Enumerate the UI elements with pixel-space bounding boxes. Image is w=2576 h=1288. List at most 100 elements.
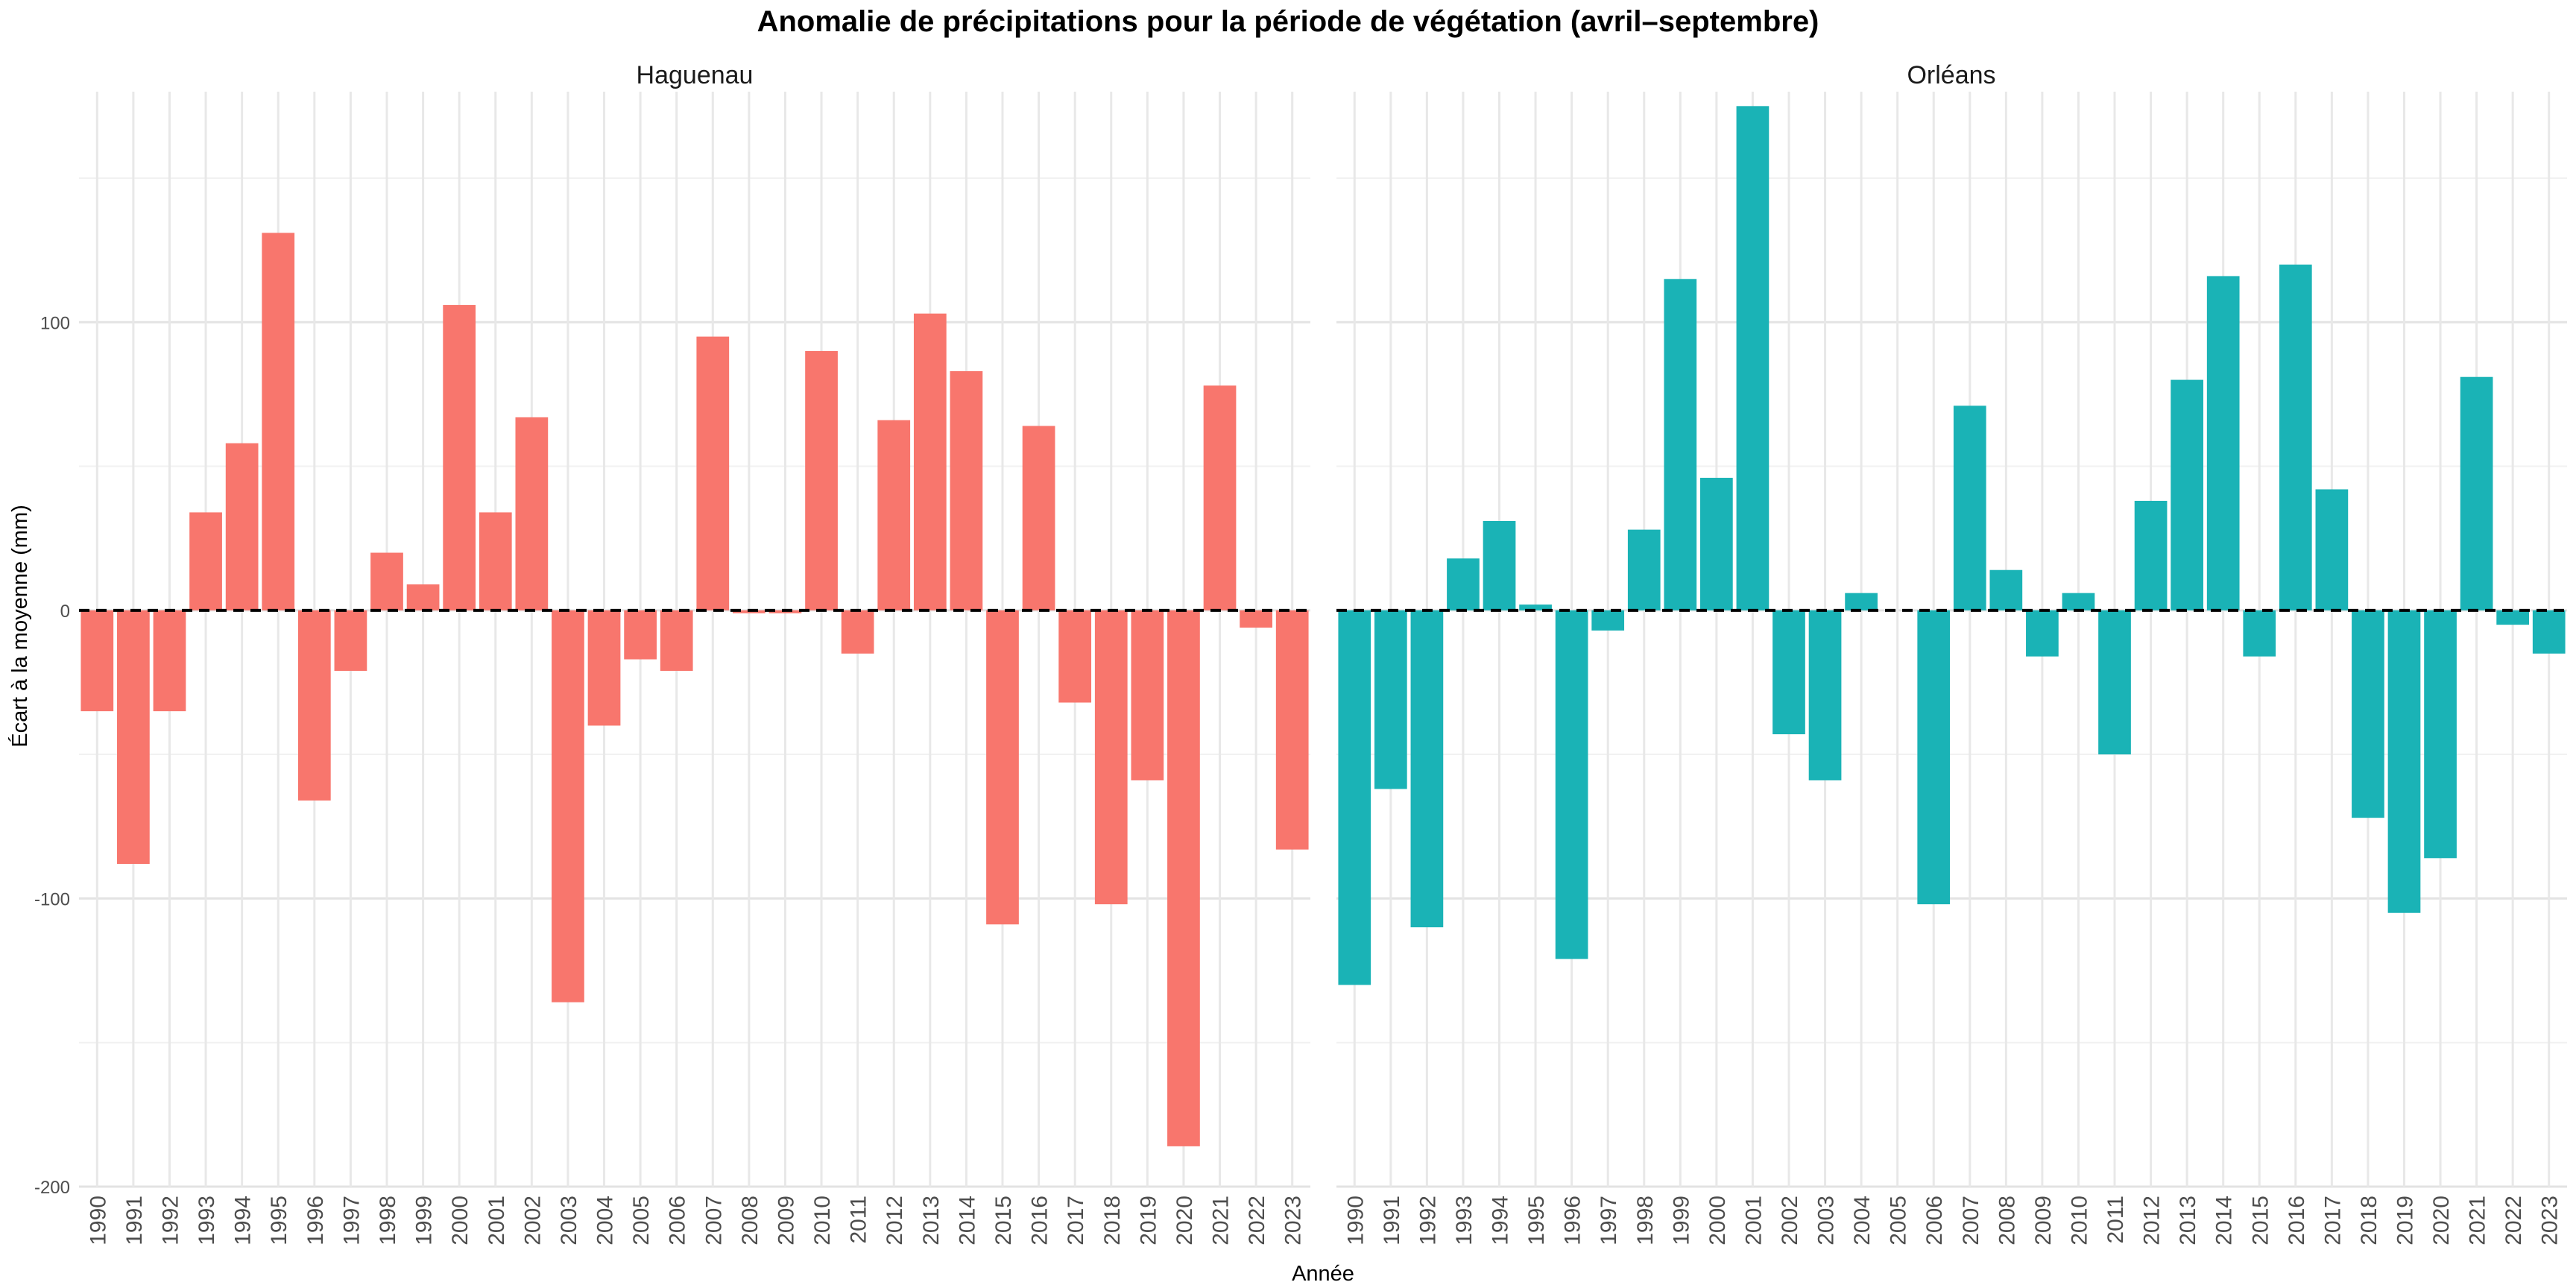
y-tick-label: 100	[40, 313, 70, 333]
x-tick-label: 2017	[1064, 1196, 1088, 1246]
x-tick-label: 2019	[1136, 1196, 1161, 1246]
x-tick-label: 1990	[86, 1196, 110, 1246]
panel-orleans: Orléans 1990 1991 1992 1993 1994 1995 1996 1997…	[1336, 61, 2567, 1246]
bar-orleans-2022	[2496, 610, 2530, 625]
x-tick-label: 2001	[484, 1196, 509, 1246]
bar-haguenau-2005	[624, 610, 657, 660]
panel-title-haguenau: Haguenau	[637, 61, 754, 89]
x-tick-label: 2006	[1922, 1196, 1947, 1246]
bar-haguenau-2018	[1094, 610, 1128, 905]
x-tick-label: 2000	[1705, 1196, 1730, 1246]
bars-haguenau	[80, 233, 1309, 1146]
bar-haguenau-2004	[587, 610, 621, 726]
x-tick-label: 2023	[2538, 1196, 2563, 1246]
x-tick-label: 2010	[2067, 1196, 2092, 1246]
bar-haguenau-2011	[841, 610, 874, 654]
x-tick-label: 1999	[1669, 1196, 1693, 1246]
bar-haguenau-1994	[225, 443, 259, 610]
chart-title: Anomalie de précipitations pour la pério…	[757, 5, 1819, 38]
x-tick-label: 1997	[1597, 1196, 1621, 1246]
bar-orleans-2002	[1772, 610, 1805, 735]
x-tick-label: 2004	[593, 1196, 618, 1246]
x-tick-label: 1997	[339, 1196, 364, 1246]
x-tick-label: 1993	[1452, 1196, 1477, 1246]
bar-haguenau-2022	[1240, 610, 1272, 628]
bar-orleans-2020	[2424, 610, 2457, 859]
bar-haguenau-1997	[334, 610, 367, 672]
x-tick-label: 2001	[1741, 1196, 1766, 1246]
x-tick-label: 2020	[1172, 1196, 1197, 1246]
x-tick-label: 2020	[2429, 1196, 2454, 1246]
bar-orleans-1994	[1483, 521, 1516, 610]
bar-orleans-2008	[1989, 569, 2023, 610]
x-tick-label: 2022	[2501, 1196, 2526, 1246]
x-tick-labels-haguenau: 1990 1991 1992 1993 1994 1995 1996 1997 1998 1999…	[86, 1196, 1305, 1246]
x-tick-label: 2002	[1778, 1196, 1802, 1246]
x-tick-label: 2012	[2140, 1196, 2165, 1246]
x-tick-label: 2016	[2285, 1196, 2309, 1246]
bar-orleans-2003	[1808, 610, 1842, 780]
x-tick-label: 1994	[1489, 1196, 1513, 1246]
x-tick-label: 2016	[1028, 1196, 1052, 1246]
bar-haguenau-2017	[1058, 610, 1092, 703]
x-tick-label: 1996	[1561, 1196, 1585, 1246]
x-tick-label: 2023	[1281, 1196, 1306, 1246]
bar-orleans-1991	[1374, 610, 1407, 789]
panel-title-orleans: Orléans	[1907, 61, 1995, 89]
bars-orleans	[1338, 106, 2566, 985]
x-tick-label: 2018	[2357, 1196, 2381, 1246]
x-tick-label: 2011	[2103, 1196, 2128, 1244]
bar-orleans-1990	[1338, 610, 1371, 985]
bar-haguenau-2020	[1167, 610, 1200, 1146]
bar-haguenau-1999	[406, 584, 440, 610]
bar-orleans-1998	[1627, 529, 1661, 610]
bar-orleans-2001	[1736, 106, 1770, 610]
bar-orleans-2004	[1845, 593, 1878, 610]
bar-haguenau-2010	[805, 350, 838, 610]
x-tick-label: 1998	[376, 1196, 400, 1246]
y-tick-label: -100	[34, 889, 70, 909]
y-axis-label: Écart à la moyenne (mm)	[7, 505, 32, 748]
x-tick-label: 2008	[738, 1196, 763, 1246]
x-tick-label: 2000	[448, 1196, 473, 1246]
bar-orleans-1995	[1519, 604, 1552, 610]
y-tick-labels: -200 -100 0 100	[34, 313, 70, 1198]
x-tick-label: 2022	[1245, 1196, 1269, 1246]
x-tick-label: 1991	[122, 1196, 147, 1246]
bar-orleans-2012	[2134, 500, 2168, 610]
x-tick-label: 2006	[666, 1196, 690, 1246]
bar-orleans-2019	[2387, 610, 2421, 913]
x-tick-label: 2008	[1995, 1196, 2019, 1246]
x-tick-label: 2014	[2212, 1196, 2237, 1246]
x-tick-label: 2018	[1100, 1196, 1125, 1246]
x-axis-label: Année	[1292, 1262, 1354, 1286]
bar-orleans-2000	[1700, 478, 1733, 610]
x-tick-label: 2010	[810, 1196, 835, 1246]
x-tick-label: 1990	[1343, 1196, 1368, 1246]
bar-haguenau-1993	[189, 512, 222, 610]
bar-haguenau-2012	[877, 420, 911, 610]
x-tick-label: 2005	[1887, 1196, 1911, 1246]
bar-orleans-2017	[2315, 489, 2349, 610]
x-tick-label: 2004	[1850, 1196, 1875, 1246]
bar-orleans-2023	[2532, 610, 2566, 654]
x-tick-label: 2005	[629, 1196, 654, 1246]
bar-haguenau-1998	[370, 552, 403, 610]
bar-haguenau-1990	[80, 610, 114, 712]
x-tick-label: 2015	[991, 1196, 1016, 1246]
x-tick-label: 2013	[919, 1196, 944, 1246]
x-tick-label: 2012	[883, 1196, 907, 1246]
x-tick-label: 2014	[955, 1196, 979, 1246]
x-tick-label: 2013	[2176, 1196, 2200, 1246]
x-tick-label: 1996	[303, 1196, 328, 1246]
bar-haguenau-2014	[950, 370, 983, 610]
x-tick-label: 2007	[701, 1196, 726, 1246]
bar-orleans-2013	[2171, 379, 2203, 610]
x-tick-label: 1992	[1415, 1196, 1440, 1246]
bar-orleans-2011	[2098, 610, 2131, 755]
x-tick-label: 2007	[1959, 1196, 1983, 1246]
y-tick-label: 0	[60, 602, 70, 622]
x-tick-label: 2011	[847, 1196, 871, 1244]
bar-haguenau-2019	[1131, 610, 1164, 780]
